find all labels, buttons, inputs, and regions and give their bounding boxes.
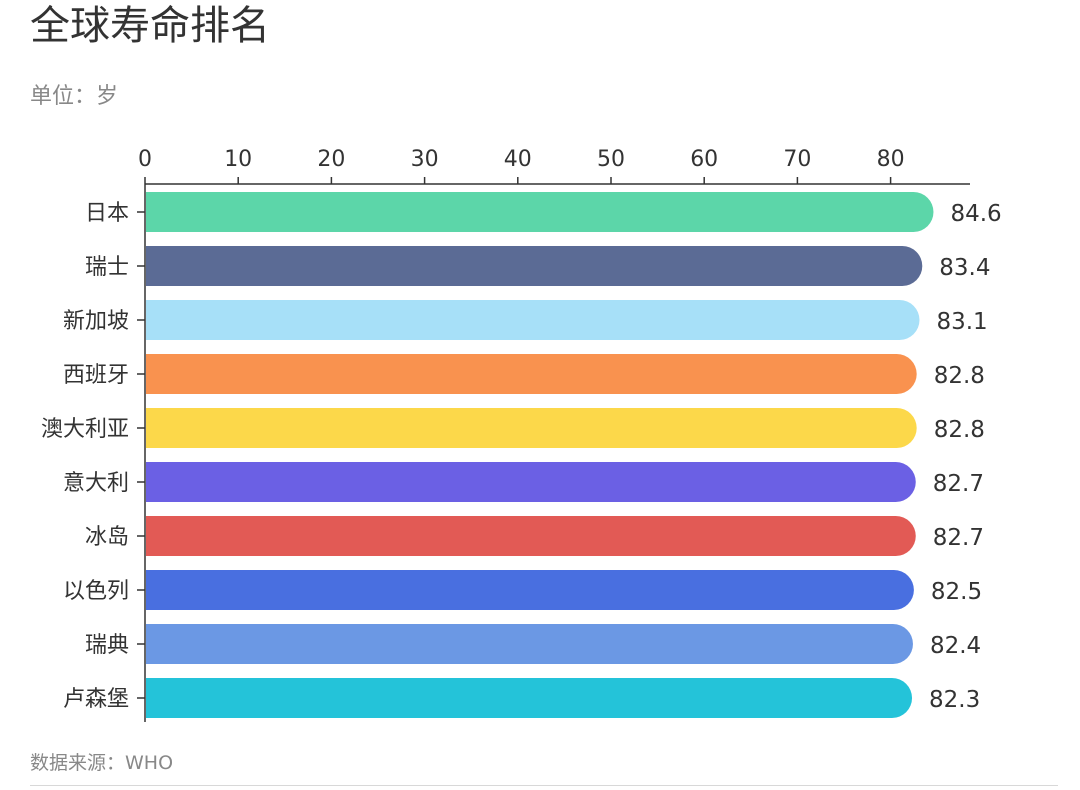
category-label-2: 新加坡 (63, 309, 129, 334)
x-tick-label: 80 (877, 147, 905, 172)
bar-3 (146, 354, 917, 394)
bar-6 (146, 516, 916, 556)
value-label-6: 82.7 (933, 525, 984, 551)
value-label-8: 82.4 (930, 633, 981, 659)
value-label-1: 83.4 (939, 255, 990, 281)
bar-9 (146, 678, 913, 718)
value-label-2: 83.1 (936, 309, 987, 335)
value-label-4: 82.8 (934, 417, 985, 443)
footer-divider (30, 785, 1058, 786)
value-label-9: 82.3 (929, 687, 980, 713)
x-tick-label: 40 (504, 147, 532, 172)
page-title: 全球寿命排名 (30, 3, 270, 49)
bar-2 (146, 300, 920, 340)
x-tick-label: 70 (783, 147, 811, 172)
bar-8 (146, 624, 913, 664)
bar-4 (146, 408, 917, 448)
category-label-9: 卢森堡 (63, 687, 129, 712)
x-tick-label: 0 (138, 147, 152, 172)
category-label-0: 日本 (85, 201, 129, 226)
x-tick-label: 30 (411, 147, 439, 172)
x-tick-label: 20 (317, 147, 345, 172)
category-label-6: 冰岛 (85, 525, 129, 550)
category-label-1: 瑞士 (85, 255, 129, 280)
category-label-7: 以色列 (63, 579, 129, 604)
value-label-3: 82.8 (934, 363, 985, 389)
value-label-0: 84.6 (950, 201, 1001, 227)
category-label-8: 瑞典 (85, 633, 129, 658)
bar-5 (146, 462, 916, 502)
x-tick-label: 60 (690, 147, 718, 172)
category-label-3: 西班牙 (63, 363, 129, 388)
unit-label: 单位：岁 (30, 84, 119, 109)
bar-7 (146, 570, 914, 610)
value-label-7: 82.5 (931, 579, 982, 605)
x-tick-label: 10 (224, 147, 252, 172)
category-label-5: 意大利 (63, 471, 129, 496)
category-label-4: 澳大利亚 (41, 417, 129, 442)
data-source-label: 数据来源：WHO (30, 752, 174, 774)
value-label-5: 82.7 (933, 471, 984, 497)
x-tick-label: 50 (597, 147, 625, 172)
bar-0 (146, 192, 934, 232)
bar-1 (146, 246, 923, 286)
